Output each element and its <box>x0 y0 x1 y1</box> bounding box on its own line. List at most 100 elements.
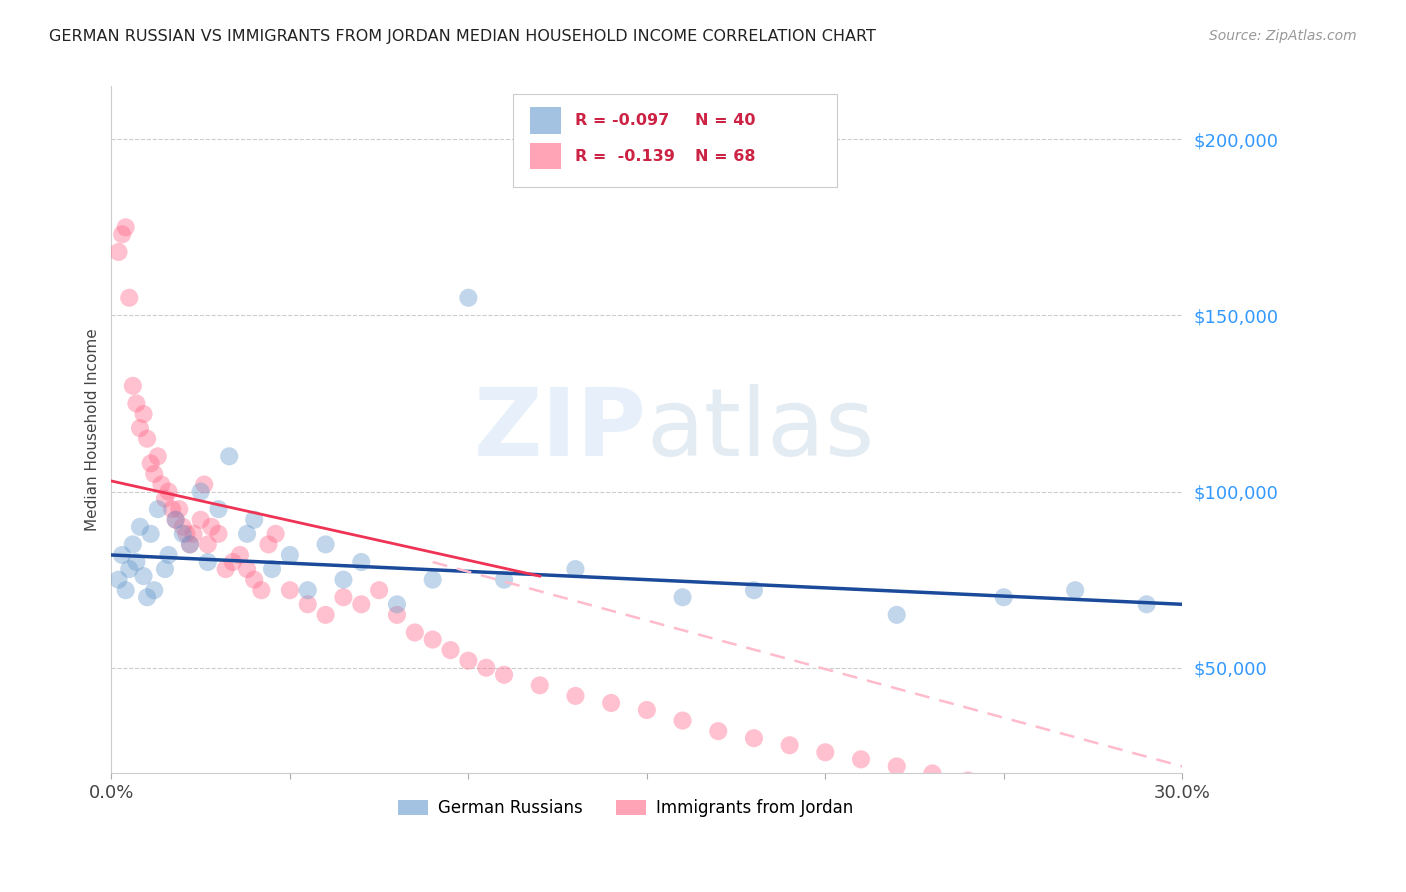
Point <box>297 583 319 598</box>
Point <box>143 467 166 481</box>
Point <box>1153 812 1175 826</box>
Point <box>167 502 190 516</box>
Point <box>1135 808 1157 822</box>
Point <box>172 520 194 534</box>
Point <box>197 555 219 569</box>
Point <box>243 513 266 527</box>
Point <box>494 667 516 681</box>
Point <box>350 597 373 611</box>
Point <box>332 573 354 587</box>
Point <box>183 526 205 541</box>
Point <box>150 477 173 491</box>
Point <box>139 456 162 470</box>
Point <box>160 502 183 516</box>
Text: Source: ZipAtlas.com: Source: ZipAtlas.com <box>1209 29 1357 43</box>
Point <box>222 555 245 569</box>
Text: GERMAN RUSSIAN VS IMMIGRANTS FROM JORDAN MEDIAN HOUSEHOLD INCOME CORRELATION CHA: GERMAN RUSSIAN VS IMMIGRANTS FROM JORDAN… <box>49 29 876 44</box>
Point <box>457 654 479 668</box>
Point <box>1064 795 1087 809</box>
Point <box>114 583 136 598</box>
Y-axis label: Median Household Income: Median Household Income <box>86 328 100 532</box>
Point <box>315 537 337 551</box>
Point <box>121 379 143 393</box>
Point <box>564 689 586 703</box>
Point <box>172 526 194 541</box>
Point <box>153 562 176 576</box>
Point <box>957 773 980 788</box>
Point <box>207 502 229 516</box>
Point <box>564 562 586 576</box>
Point <box>1135 597 1157 611</box>
Point <box>193 477 215 491</box>
Point <box>243 573 266 587</box>
Point <box>132 407 155 421</box>
Point <box>111 548 134 562</box>
Point <box>368 583 391 598</box>
Point <box>165 513 187 527</box>
Point <box>993 780 1015 795</box>
Text: ZIP: ZIP <box>474 384 647 476</box>
Point <box>671 714 693 728</box>
Point <box>207 526 229 541</box>
Point <box>385 597 408 611</box>
Point <box>118 562 141 576</box>
Point <box>236 526 259 541</box>
Point <box>146 450 169 464</box>
Point <box>197 537 219 551</box>
Point <box>236 562 259 576</box>
Point <box>707 724 730 739</box>
Point <box>439 643 461 657</box>
Point <box>494 573 516 587</box>
Point <box>179 537 201 551</box>
Point <box>146 502 169 516</box>
Point <box>229 548 252 562</box>
Point <box>143 583 166 598</box>
Point <box>1171 815 1194 830</box>
Point <box>886 759 908 773</box>
Point <box>278 583 301 598</box>
Point <box>297 597 319 611</box>
Point <box>260 562 283 576</box>
Point <box>814 745 837 759</box>
Point <box>165 513 187 527</box>
Point <box>1064 583 1087 598</box>
Point <box>136 591 159 605</box>
Point <box>742 583 765 598</box>
Point <box>264 526 287 541</box>
Point <box>475 661 498 675</box>
Point <box>200 520 222 534</box>
Point <box>139 526 162 541</box>
Point <box>332 591 354 605</box>
Legend: German Russians, Immigrants from Jordan: German Russians, Immigrants from Jordan <box>391 792 859 823</box>
Point <box>214 562 236 576</box>
Point <box>257 537 280 551</box>
Point <box>886 607 908 622</box>
Point <box>132 569 155 583</box>
Point <box>1099 802 1122 816</box>
Point <box>1028 788 1050 802</box>
Text: N = 68: N = 68 <box>695 149 755 163</box>
Text: N = 40: N = 40 <box>695 113 755 128</box>
Point <box>118 291 141 305</box>
Point <box>114 220 136 235</box>
Point <box>176 526 198 541</box>
Point <box>125 396 148 410</box>
Point <box>125 555 148 569</box>
Point <box>129 421 152 435</box>
Point <box>849 752 872 766</box>
Point <box>190 513 212 527</box>
Point <box>278 548 301 562</box>
Text: R = -0.097: R = -0.097 <box>575 113 669 128</box>
Point <box>129 520 152 534</box>
Point <box>121 537 143 551</box>
Point <box>250 583 273 598</box>
Point <box>422 632 444 647</box>
Point <box>350 555 373 569</box>
Point <box>993 591 1015 605</box>
Point <box>921 766 943 780</box>
Point <box>315 607 337 622</box>
Point <box>671 591 693 605</box>
Point <box>153 491 176 506</box>
Point <box>107 573 129 587</box>
Point <box>779 738 801 752</box>
